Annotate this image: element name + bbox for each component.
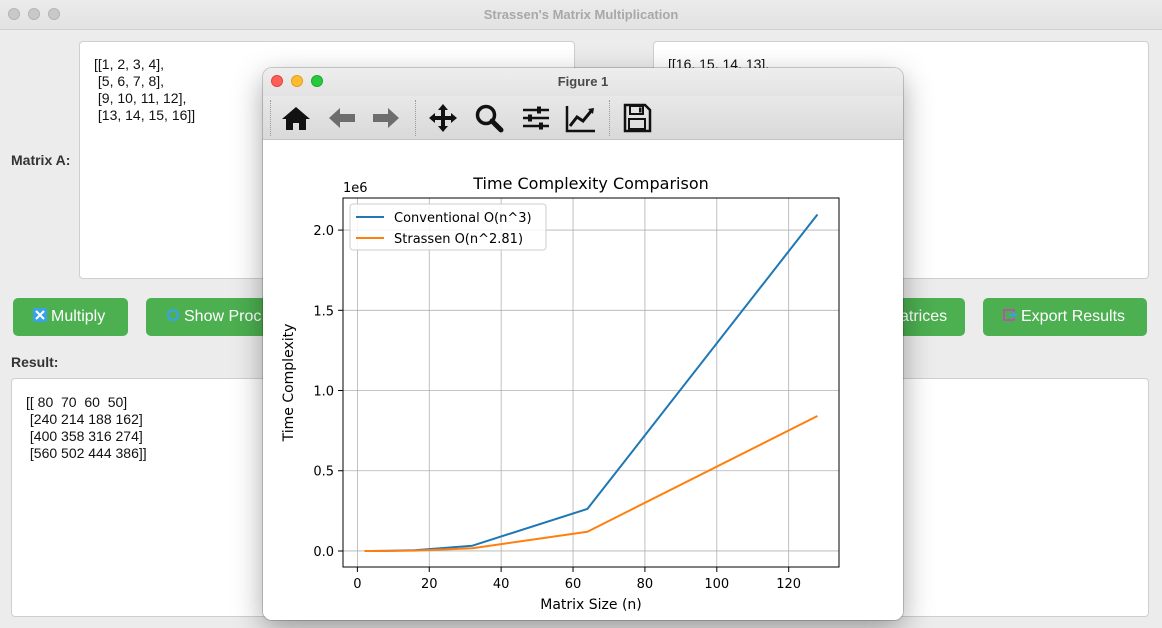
pan-icon[interactable] xyxy=(426,102,460,134)
chart-title: Time Complexity Comparison xyxy=(472,174,709,193)
legend: Conventional O(n^3) Strassen O(n^2.81) xyxy=(349,203,547,251)
back-arrow-icon[interactable] xyxy=(325,102,359,134)
window-title: Strassen's Matrix Multiplication xyxy=(483,7,679,22)
axes-frame xyxy=(342,197,840,568)
forward-arrow-icon[interactable] xyxy=(369,102,403,134)
multiply-icon xyxy=(33,308,47,322)
plot-area: 0 20 40 60 80 100 120 0.0 0.5 1.0 1.5 2.0 Time Comp… xyxy=(263,140,903,620)
save-icon[interactable] xyxy=(620,102,654,134)
x-tick-label: 120 xyxy=(776,577,801,592)
y-tick-label: 0.0 xyxy=(313,545,334,560)
figure-window: Figure 1 xyxy=(263,68,903,620)
export-icon xyxy=(1003,309,1017,321)
y-offset-label: 1e6 xyxy=(343,181,368,196)
figure-zoom-button[interactable] xyxy=(311,75,323,87)
main-titlebar: Strassen's Matrix Multiplication xyxy=(0,0,1162,30)
figure-close-button[interactable] xyxy=(271,75,283,87)
toolbar-separator-2 xyxy=(609,100,610,136)
close-window-button[interactable] xyxy=(8,8,20,20)
figure-toolbar xyxy=(263,96,903,140)
x-tick-label: 100 xyxy=(704,577,729,592)
export-results-button[interactable]: Export Results xyxy=(983,298,1147,336)
y-tick-label: 1.5 xyxy=(313,304,334,319)
show-process-label: Show Proc xyxy=(184,308,262,325)
zoom-icon[interactable] xyxy=(472,102,506,134)
edit-axis-icon[interactable] xyxy=(564,102,598,134)
figure-titlebar: Figure 1 xyxy=(263,68,903,96)
y-tick-label: 2.0 xyxy=(313,224,334,239)
time-complexity-chart: 0 20 40 60 80 100 120 0.0 0.5 1.0 1.5 2.0 Time Comp… xyxy=(281,174,840,613)
configure-subplots-icon[interactable] xyxy=(519,102,553,134)
minimize-window-button[interactable] xyxy=(28,8,40,20)
random-matrices-label: atrices xyxy=(900,308,948,325)
matrix-a-label: Matrix A: xyxy=(11,152,71,168)
show-process-button[interactable]: Show Proc xyxy=(146,298,276,336)
x-tick-label: 0 xyxy=(353,577,361,592)
figure-title: Figure 1 xyxy=(557,74,609,89)
x-tick-label: 40 xyxy=(493,577,510,592)
x-axis-label: Matrix Size (n) xyxy=(540,597,642,613)
zoom-window-button[interactable] xyxy=(48,8,60,20)
home-icon[interactable] xyxy=(279,102,313,134)
x-tick-label: 20 xyxy=(421,577,438,592)
y-axis-label: Time Complexity xyxy=(281,324,297,443)
result-label: Result: xyxy=(11,354,59,370)
x-tick-label: 60 xyxy=(565,577,582,592)
figure-minimize-button[interactable] xyxy=(291,75,303,87)
refresh-icon xyxy=(166,308,180,322)
toolbar-grip xyxy=(270,100,271,136)
series-line-0 xyxy=(364,213,819,552)
toolbar-separator xyxy=(415,100,416,136)
y-tick-label: 0.5 xyxy=(313,465,334,480)
multiply-button[interactable]: Multiply xyxy=(13,298,128,336)
legend-label: Strassen O(n^2.81) xyxy=(394,232,523,247)
y-tick-label: 1.0 xyxy=(313,385,334,400)
legend-box xyxy=(349,203,547,251)
x-tick-label: 80 xyxy=(637,577,654,592)
export-results-label: Export Results xyxy=(1021,308,1126,325)
legend-label: Conventional O(n^3) xyxy=(394,211,532,226)
series-line-1 xyxy=(364,415,818,552)
multiply-label: Multiply xyxy=(51,308,106,325)
